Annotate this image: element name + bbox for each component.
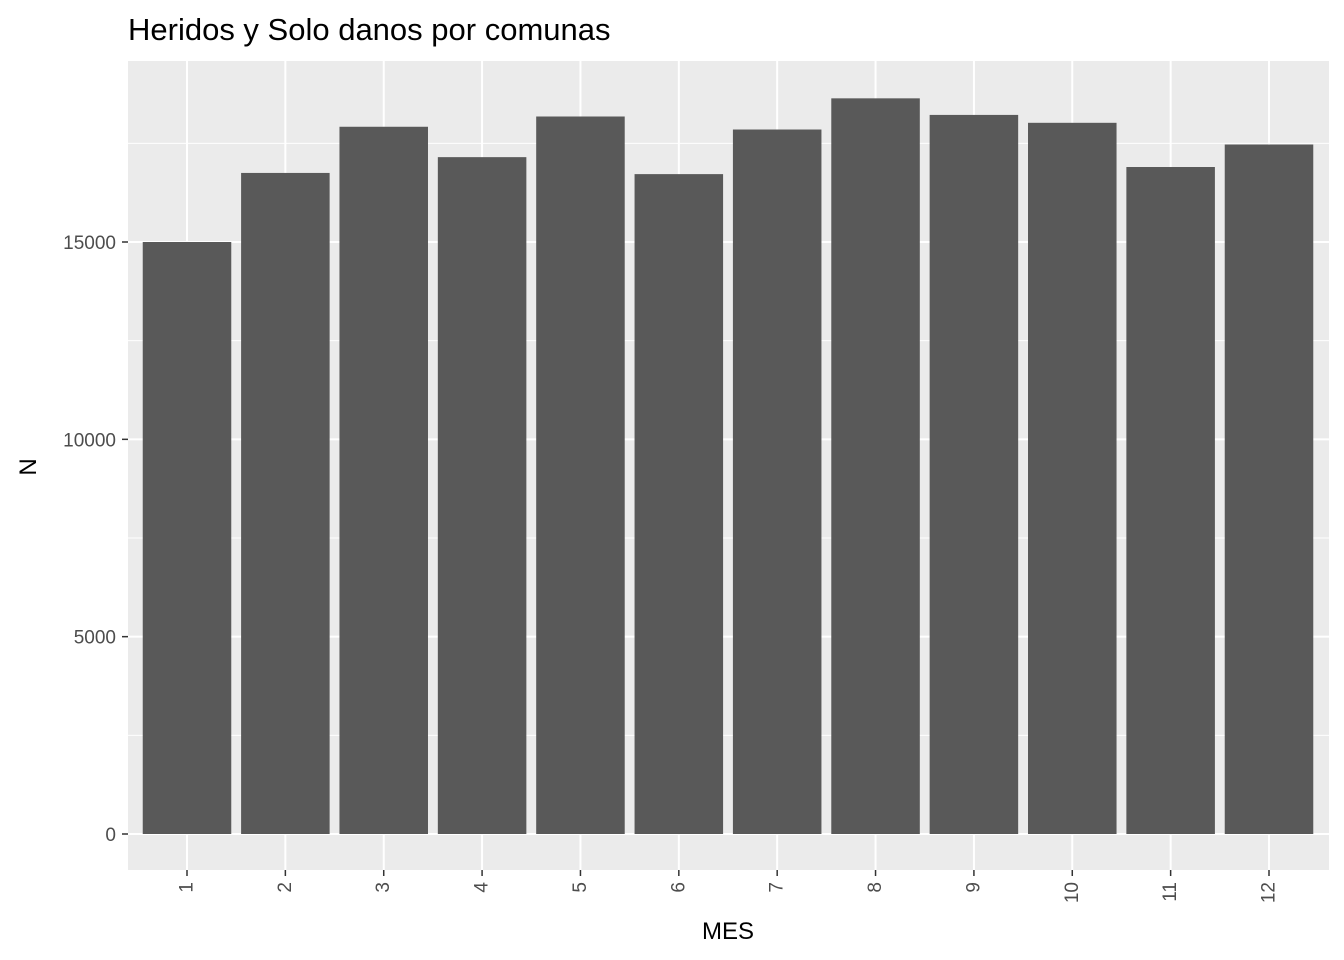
x-tick-label: 12 bbox=[1259, 882, 1280, 903]
x-tick-label: 8 bbox=[865, 882, 886, 893]
bar-8 bbox=[831, 98, 920, 835]
bar-12 bbox=[1224, 144, 1314, 834]
bar-5 bbox=[536, 116, 625, 835]
bar-7 bbox=[732, 129, 822, 834]
x-tick-label: 6 bbox=[668, 882, 689, 893]
x-tick-label: 7 bbox=[767, 882, 788, 893]
y-tick-label: 0 bbox=[105, 825, 116, 846]
y-tick-label: 5000 bbox=[74, 628, 116, 649]
bar-4 bbox=[437, 157, 527, 834]
x-tick-label: 1 bbox=[177, 882, 198, 893]
x-axis: 1 2 3 4 5 6 7 8 9 10 11 12 bbox=[177, 870, 1280, 903]
bar-11 bbox=[1126, 167, 1215, 835]
bar-10 bbox=[1028, 122, 1117, 834]
bar-3 bbox=[339, 126, 428, 835]
x-tick-label: 2 bbox=[275, 882, 296, 893]
y-axis: 0 5000 10000 15000 bbox=[63, 233, 128, 846]
y-axis-title: N bbox=[15, 458, 42, 475]
chart-title: Heridos y Solo danos por comunas bbox=[128, 12, 610, 47]
bar-1 bbox=[142, 242, 232, 834]
y-tick-label: 15000 bbox=[63, 233, 116, 254]
bars bbox=[142, 98, 1314, 835]
bar-6 bbox=[634, 174, 724, 835]
x-tick-label: 4 bbox=[472, 882, 493, 893]
x-tick-label: 10 bbox=[1062, 882, 1083, 903]
x-tick-label: 9 bbox=[963, 882, 984, 893]
bar-9 bbox=[929, 114, 1019, 834]
bar-2 bbox=[241, 172, 330, 834]
x-tick-label: 11 bbox=[1160, 882, 1181, 902]
x-axis-title: MES bbox=[702, 918, 754, 945]
y-tick-label: 10000 bbox=[63, 430, 116, 451]
x-tick-label: 3 bbox=[373, 882, 394, 893]
x-tick-label: 5 bbox=[570, 882, 591, 893]
